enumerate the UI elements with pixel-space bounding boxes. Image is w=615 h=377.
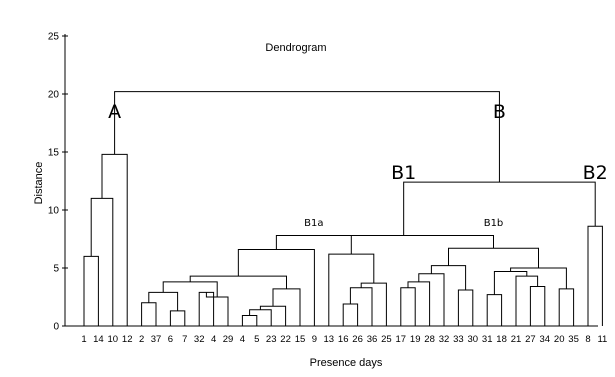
- leaf-label: 19: [410, 334, 421, 345]
- dendrogram-link: [90, 197, 114, 326]
- dendrogram-link: [360, 282, 387, 326]
- leaf-label: 31: [482, 334, 493, 345]
- dendrogram-link: [400, 287, 416, 326]
- dendrogram-link: [493, 270, 528, 295]
- dendrogram-link: [529, 286, 546, 326]
- leaf-label: 2: [139, 334, 144, 345]
- dendrogram-link: [587, 225, 603, 326]
- cluster-label-b1a: B1a: [304, 218, 323, 229]
- y-tick-label: 15: [48, 148, 60, 159]
- cluster-label-b1: B1: [391, 162, 416, 184]
- dendrogram-link: [515, 275, 539, 326]
- leaf-label: 1: [81, 334, 86, 345]
- dendrogram-link: [169, 310, 186, 326]
- y-tick-label: 20: [48, 90, 60, 101]
- leaf-label: 14: [93, 334, 104, 345]
- dendrogram-link: [259, 305, 287, 326]
- leaf-label: 17: [396, 334, 407, 345]
- leaf-label: 4: [240, 334, 245, 345]
- x-axis-title: Presence days: [310, 357, 383, 369]
- dendrogram-link: [205, 292, 229, 326]
- dendrogram-link: [430, 265, 467, 291]
- dendrogram-link: [486, 294, 503, 326]
- dendrogram-link: [407, 281, 431, 326]
- dendrogram-link: [101, 153, 128, 326]
- chart-title: Dendrogram: [265, 42, 326, 54]
- y-tick-label: 0: [53, 322, 59, 333]
- dendrogram-link: [148, 291, 179, 311]
- y-tick-label: 10: [48, 206, 60, 217]
- leaf-label: 21: [511, 334, 522, 345]
- leaf-label: 8: [585, 334, 590, 345]
- leaf-label: 29: [223, 334, 234, 345]
- leaf-label: 28: [424, 334, 435, 345]
- dendrogram-link: [342, 303, 359, 326]
- y-axis: 0 5 10 15 20 25: [48, 32, 598, 333]
- leaf-label: 15: [295, 334, 306, 345]
- leaf-label: 4: [211, 334, 216, 345]
- leaf-label: 11: [597, 334, 607, 345]
- leaf-label: 27: [525, 334, 536, 345]
- leaf-label: 10: [108, 334, 119, 345]
- dendrogram-link: [114, 91, 500, 183]
- leaf-label: 34: [540, 334, 551, 345]
- dendrogram-link: [448, 247, 539, 268]
- leaf-label: 5: [254, 334, 259, 345]
- leaf-label: 23: [266, 334, 277, 345]
- leaf-label: 25: [381, 334, 392, 345]
- leaf-label: 9: [312, 334, 317, 345]
- leaf-label: 32: [439, 334, 450, 345]
- leaf-label: 35: [568, 334, 579, 345]
- dendrogram-link: [241, 315, 258, 326]
- dendrogram-link: [141, 302, 157, 326]
- leaf-label: 16: [338, 334, 349, 345]
- dendrogram-link: [328, 253, 375, 326]
- dendrogram-link: [272, 288, 301, 326]
- dendrogram-link: [457, 289, 474, 326]
- leaf-label: 20: [554, 334, 565, 345]
- dendrogram-link: [558, 288, 575, 326]
- leaf-label: 26: [352, 334, 363, 345]
- leaf-label: 36: [367, 334, 378, 345]
- cluster-label-a: A: [108, 101, 121, 123]
- dendrogram-link: [189, 275, 287, 289]
- leaf-label: 18: [496, 334, 507, 345]
- dendrogram-lines: [83, 91, 603, 326]
- y-axis-title: Distance: [33, 162, 45, 205]
- leaf-label: 13: [324, 334, 335, 345]
- cluster-label-b1b: B1b: [484, 218, 504, 229]
- cluster-labels: A B B1 B2 B1a B1b: [108, 101, 608, 229]
- cluster-label-b: B: [493, 101, 506, 123]
- dendrogram-link: [349, 287, 373, 326]
- dendrogram-link: [275, 235, 352, 255]
- leaf-label: 6: [168, 334, 173, 345]
- leaf-label: 22: [280, 334, 291, 345]
- dendrogram-link: [83, 255, 99, 326]
- leaf-labels: 1 14 10 12 2 37 6 7 32 4 29 4 5 23 22 15 9 13 16 26 36 25 17 19…: [81, 334, 607, 345]
- leaf-label: 7: [182, 334, 187, 345]
- leaf-label: 37: [151, 334, 162, 345]
- leaf-label: 12: [122, 334, 133, 345]
- y-tick-label: 5: [53, 264, 59, 275]
- dendrogram-link: [249, 309, 272, 326]
- leaf-label: 33: [453, 334, 464, 345]
- leaf-label: 32: [194, 334, 205, 345]
- y-tick-label: 25: [48, 32, 60, 43]
- leaf-label: 30: [468, 334, 479, 345]
- dendrogram-link: [313, 235, 494, 249]
- cluster-label-b2: B2: [583, 162, 608, 184]
- dendrogram-link: [162, 281, 218, 297]
